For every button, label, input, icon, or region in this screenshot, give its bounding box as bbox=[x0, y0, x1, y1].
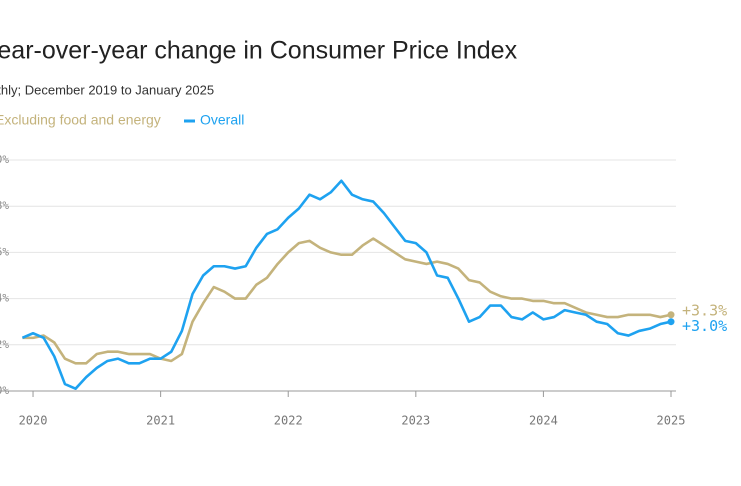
x-tick-label: 2020 bbox=[19, 414, 48, 428]
y-tick-label: 8% bbox=[0, 199, 9, 212]
y-tick-label: 10% bbox=[0, 153, 9, 166]
legend-label: Excluding food and energy bbox=[0, 112, 161, 128]
y-tick-label: 4% bbox=[0, 292, 9, 305]
end-point bbox=[667, 311, 675, 319]
end-label: +3.3% bbox=[682, 301, 727, 319]
y-tick-label: 2% bbox=[0, 338, 9, 351]
x-tick-label: 2023 bbox=[401, 414, 430, 428]
series-line bbox=[21, 179, 672, 390]
x-tick-label: 2022 bbox=[274, 414, 303, 428]
chart-title: Year-over-year change in Consumer Price … bbox=[0, 37, 518, 65]
x-tick-label: 2021 bbox=[146, 414, 175, 428]
y-tick-label: 6% bbox=[0, 245, 9, 258]
end-point bbox=[667, 318, 675, 326]
series-line bbox=[22, 237, 672, 365]
y-tick-label: 0% bbox=[0, 384, 9, 397]
x-tick-label: 2024 bbox=[529, 414, 558, 428]
legend-label: Overall bbox=[200, 112, 244, 128]
x-tick-label: 2025 bbox=[657, 414, 686, 428]
end-label: +3.0% bbox=[682, 317, 727, 335]
chart-subtitle: Monthly; December 2019 to January 2025 bbox=[0, 82, 214, 97]
